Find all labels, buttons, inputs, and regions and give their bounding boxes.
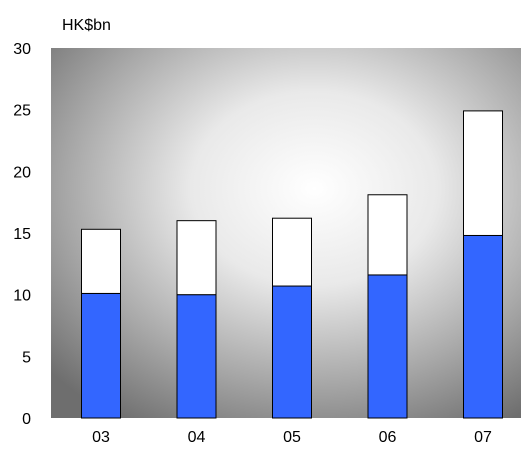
y-tick-label: 25	[13, 103, 31, 120]
bar-segment-lower	[176, 294, 217, 419]
x-tick-label: 04	[188, 429, 206, 446]
x-tick-label: 05	[283, 429, 301, 446]
y-tick-label: 0	[22, 411, 31, 428]
x-tick-label: 06	[379, 429, 397, 446]
y-tick-label: 5	[22, 349, 31, 366]
x-tick-label: 07	[474, 429, 492, 446]
x-axis-tick-labels: 03 04 05 06 07	[92, 429, 492, 446]
bar-segment-lower	[463, 234, 503, 419]
y-axis-unit-label: HK$bn	[62, 17, 111, 34]
bar-series	[81, 110, 503, 419]
bar-segment-upper	[81, 228, 121, 294]
bar-segment-lower	[272, 285, 312, 419]
y-axis-tick-labels: 0 5 10 15 20 25 30	[13, 41, 31, 428]
bar-segment-lower	[81, 292, 121, 419]
bar-segment-upper	[463, 110, 503, 236]
bar-segment-upper	[367, 194, 408, 276]
y-tick-label: 20	[13, 164, 31, 181]
x-tick-label: 03	[92, 429, 110, 446]
y-tick-label: 15	[13, 226, 31, 243]
bar-segment-upper	[272, 217, 312, 287]
y-tick-label: 10	[13, 288, 31, 305]
bar-segment-lower	[367, 274, 408, 419]
y-tick-label: 30	[13, 41, 31, 58]
bar-segment-upper	[176, 220, 217, 296]
